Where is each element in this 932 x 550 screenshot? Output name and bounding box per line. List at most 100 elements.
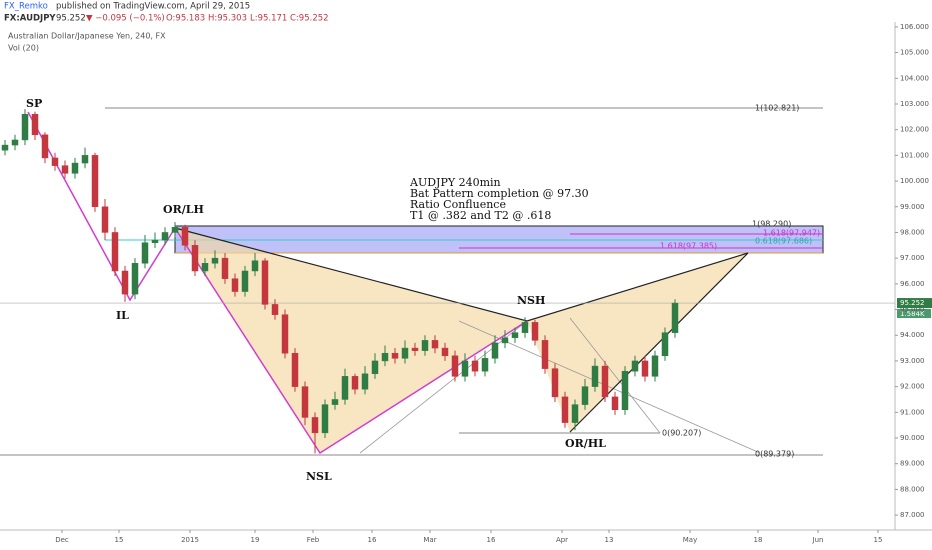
low: L:95.171	[250, 14, 287, 24]
candle-body	[521, 322, 529, 333]
candle-body	[51, 157, 59, 166]
x-tick-label: Feb	[307, 536, 320, 544]
y-tick-label: 99.000	[900, 203, 925, 211]
y-tick-label: 98.000	[900, 228, 925, 236]
y-tick-label: 92.000	[900, 383, 925, 391]
trend-line	[359, 320, 528, 454]
candle-body	[191, 245, 199, 272]
x-tick-label: Dec	[55, 536, 69, 544]
trend-line	[458, 320, 761, 454]
candle-body	[381, 352, 389, 362]
candle-body	[221, 257, 229, 279]
y-tick-label: 94.000	[900, 331, 925, 339]
candle-body	[121, 270, 129, 295]
candle-body	[471, 360, 479, 372]
x-tick-label: Mar	[423, 536, 436, 544]
x-tick-label: 15	[874, 536, 883, 544]
x-tick-label: 16	[368, 536, 377, 544]
candle-body	[71, 162, 79, 174]
candle-body	[501, 337, 509, 344]
point-label: OR/LH	[163, 203, 204, 216]
point-label: NSH	[517, 294, 545, 307]
last-price-tag	[897, 298, 932, 309]
candle-body	[611, 396, 619, 410]
x-tick-label: 16	[487, 536, 496, 544]
candle-body	[441, 347, 449, 357]
candle-body	[601, 365, 609, 398]
candle-body	[1, 144, 9, 151]
candle-body	[171, 227, 179, 233]
candle-body	[371, 360, 379, 375]
y-tick-label: 106.000	[900, 23, 929, 31]
candle-body	[561, 396, 569, 423]
candle-body	[21, 113, 29, 141]
y-tick-label: 101.000	[900, 151, 929, 159]
candle-body	[531, 322, 539, 341]
candle-body	[481, 358, 489, 372]
candle-body	[591, 365, 599, 387]
candle-body	[291, 352, 299, 387]
candle-body	[181, 227, 189, 246]
candle-body	[351, 376, 359, 390]
candle-body	[571, 404, 579, 423]
candle-body	[141, 242, 149, 264]
candle-body	[111, 232, 119, 272]
y-tick-label: 89.000	[900, 460, 925, 468]
volume-tag	[897, 309, 931, 318]
volume-tag-label: 1.584K	[900, 310, 925, 318]
x-tick-label: 19	[251, 536, 260, 544]
change: ▼ −0.095 (−0.1%)	[86, 14, 165, 24]
candle-body	[31, 113, 39, 136]
candle-body	[541, 340, 549, 369]
fib-label: 1(102.821)	[755, 104, 799, 113]
y-tick-label: 97.000	[900, 254, 925, 262]
candle-body	[241, 270, 249, 292]
published: published on TradingView.com, April 29, …	[56, 2, 250, 12]
candle-body	[201, 263, 209, 272]
candle-body	[511, 332, 519, 339]
candle-body	[321, 404, 329, 434]
note-line: T1 @ .382 and T2 @ .618	[410, 209, 551, 222]
x-tick-label: Jun	[812, 536, 824, 544]
candle-body	[81, 155, 89, 164]
candle-body	[261, 260, 269, 305]
y-tick-label: 95.000	[900, 306, 925, 314]
candle-body	[401, 347, 409, 359]
fib-label: 1.618(97.947)	[763, 229, 820, 238]
point-label: NSL	[306, 470, 332, 483]
candle-body	[631, 360, 639, 372]
candle-body	[421, 340, 429, 351]
y-tick-label: 103.000	[900, 100, 929, 108]
candle-body	[281, 314, 289, 354]
note-line: Bat Pattern completion @ 97.30	[410, 187, 589, 200]
y-tick-label: 105.000	[900, 49, 929, 57]
candle-body	[451, 355, 459, 377]
candle-body	[341, 376, 349, 400]
fib-label: 1.618(97.385)	[660, 242, 717, 251]
point-label: IL	[116, 309, 129, 322]
candle-body	[101, 206, 109, 233]
candle-body	[61, 165, 69, 174]
candle-body	[671, 302, 679, 333]
candle-body	[411, 347, 419, 351]
author[interactable]: FX_Remko	[4, 2, 48, 12]
note-line: Ratio Confluence	[410, 198, 506, 211]
x-tick-label: May	[683, 536, 697, 544]
price: 95.252	[56, 14, 86, 24]
x-tick-label: 18	[754, 536, 763, 544]
x-tick-label: 13	[605, 536, 614, 544]
candle-body	[161, 232, 169, 241]
candle-body	[271, 304, 279, 315]
candle-body	[661, 332, 669, 357]
last-price-label: 95.252	[900, 299, 925, 307]
candle-body	[301, 386, 309, 418]
candle-body	[431, 340, 439, 349]
candle-body	[251, 260, 259, 272]
candle-body	[311, 417, 319, 434]
candle-body	[361, 373, 369, 390]
close: C:95.252	[290, 14, 329, 24]
volume-label: Vol (20)	[8, 44, 39, 53]
candle-body	[211, 257, 219, 264]
pattern-outline	[174, 227, 749, 433]
y-tick-label: 88.000	[900, 485, 925, 493]
